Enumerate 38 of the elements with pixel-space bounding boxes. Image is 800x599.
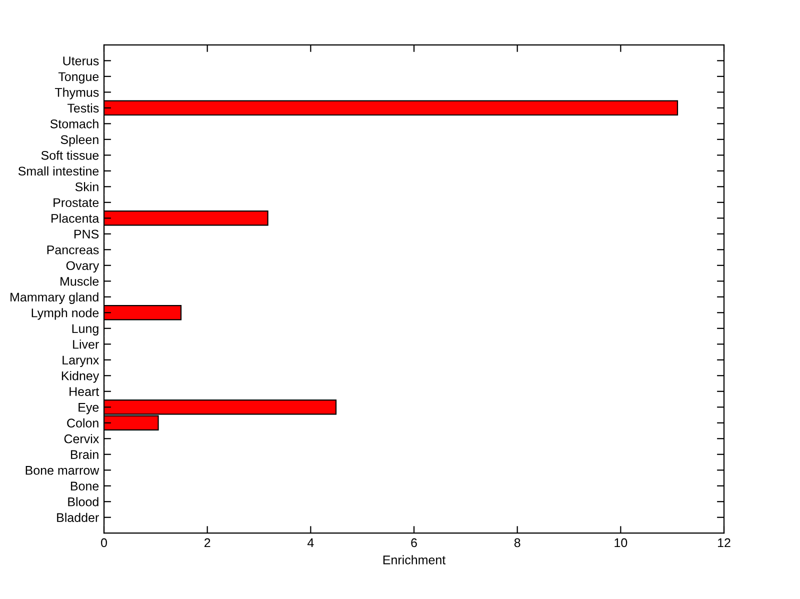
y-tick-label: Pancreas (47, 246, 99, 254)
y-tick-label: Small intestine (18, 166, 99, 176)
y-tick-label: Eye (78, 403, 99, 414)
y-tick-label: Muscle (60, 276, 99, 286)
y-tick-label: Bone marrow (26, 466, 100, 475)
y-tick-label: Colon (67, 418, 98, 428)
y-tick-label: Cervix (64, 434, 100, 444)
y-tick-label: Soft tissue (41, 150, 99, 160)
x-tick-label: 0 (101, 538, 107, 548)
y-tick-label: Ovary (66, 261, 100, 273)
x-tick-label: 4 (307, 538, 314, 548)
y-tick-label: Stomach (50, 119, 98, 128)
y-tick-label: Liver (73, 340, 99, 349)
y-tick-label: Bladder (57, 512, 99, 522)
y-tick-label: Testis (67, 103, 99, 113)
y-tick-label: Brain (70, 450, 98, 460)
y-tick-label: Uterus (63, 56, 99, 66)
y-tick-label: Spleen (60, 134, 98, 147)
y-tick-label: Prostate (54, 198, 99, 208)
y-tick-label: Lung (72, 324, 98, 336)
x-tick-label: 6 (411, 538, 417, 548)
x-tick-label: 10 (614, 538, 628, 548)
y-tick-label: Heart (70, 387, 100, 396)
y-tick-label: Lymph node (32, 308, 99, 320)
x-tick-label: 2 (204, 538, 210, 548)
y-tick-label: Skin (75, 182, 98, 192)
y-tick-label: Blood (68, 497, 98, 506)
y-tick-label: Placenta (52, 214, 100, 223)
y-tick-label: Thymus (54, 88, 99, 100)
x-tick-label: 8 (514, 538, 520, 548)
y-tick-label: Kidney (62, 371, 100, 383)
x-axis-title: Enrichment (383, 555, 446, 564)
y-tick-label: Larynx (62, 356, 100, 368)
y-tick-label: Mammary gland (10, 292, 98, 304)
y-tick-label: Tongue (58, 72, 99, 84)
y-tick-label: Bone (70, 482, 99, 491)
x-tick-label: 12 (718, 538, 730, 548)
y-tick-label: PNS (74, 230, 99, 239)
